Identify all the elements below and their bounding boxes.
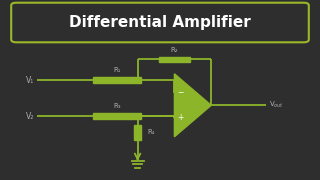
Text: R₄: R₄ bbox=[147, 129, 155, 135]
Text: V₁: V₁ bbox=[26, 76, 34, 85]
Text: R₂: R₂ bbox=[171, 47, 178, 53]
Text: Differential Amplifier: Differential Amplifier bbox=[69, 15, 251, 30]
Polygon shape bbox=[174, 74, 211, 137]
Text: V$_{out}$: V$_{out}$ bbox=[269, 100, 284, 110]
Text: R₁: R₁ bbox=[113, 67, 121, 73]
Text: +: + bbox=[177, 113, 183, 122]
Text: −: − bbox=[177, 88, 183, 97]
Bar bbox=[92, 77, 141, 83]
Text: V₂: V₂ bbox=[26, 112, 34, 121]
Text: R₃: R₃ bbox=[113, 103, 121, 109]
Bar bbox=[92, 113, 141, 119]
Bar bbox=[159, 57, 190, 62]
Bar bbox=[134, 125, 141, 140]
FancyBboxPatch shape bbox=[11, 3, 309, 42]
